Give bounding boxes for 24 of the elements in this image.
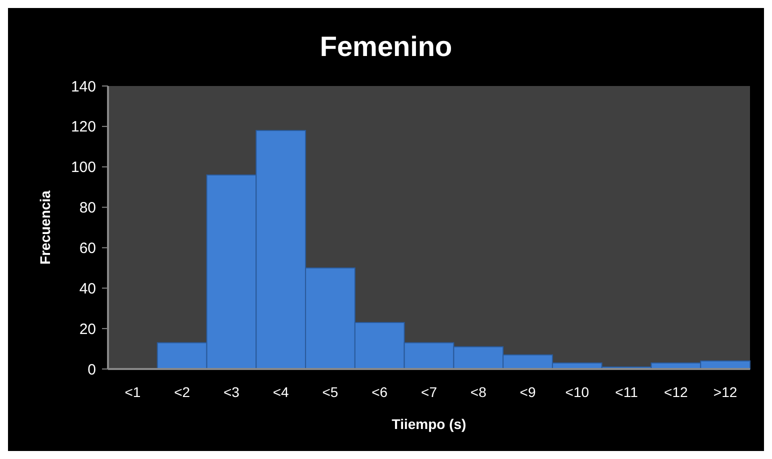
x-axis-title: Tiiempo (s) bbox=[392, 416, 466, 432]
x-tick-label: <5 bbox=[322, 384, 338, 400]
y-tick-label: 0 bbox=[88, 361, 96, 378]
y-tick-label: 60 bbox=[79, 240, 96, 257]
y-tick-label: 120 bbox=[70, 118, 96, 136]
x-tick-label: <6 bbox=[372, 384, 388, 400]
x-tick-label: >12 bbox=[713, 384, 738, 400]
x-tick-label: <2 bbox=[174, 384, 190, 400]
x-tick-label: <4 bbox=[272, 384, 290, 400]
y-tick-label: 20 bbox=[79, 320, 96, 338]
y-tick-label: 40 bbox=[79, 280, 96, 298]
y-axis-title: Frecuencia bbox=[37, 190, 53, 264]
x-tick-label: <9 bbox=[520, 384, 536, 400]
y-tick-label: 100 bbox=[70, 159, 96, 176]
x-tick-label: <10 bbox=[565, 384, 590, 400]
x-tick-label: <7 bbox=[421, 384, 438, 400]
x-tick-label: <1 bbox=[124, 384, 141, 400]
x-tick-label: <11 bbox=[615, 384, 638, 400]
chart-title: Femenino bbox=[320, 31, 452, 62]
x-tick-label: <12 bbox=[664, 384, 688, 400]
y-tick-label: 80 bbox=[79, 200, 96, 217]
y-tick-label: 140 bbox=[70, 78, 96, 96]
x-tick-label: <8 bbox=[470, 384, 487, 400]
x-tick-label: <3 bbox=[223, 384, 240, 400]
